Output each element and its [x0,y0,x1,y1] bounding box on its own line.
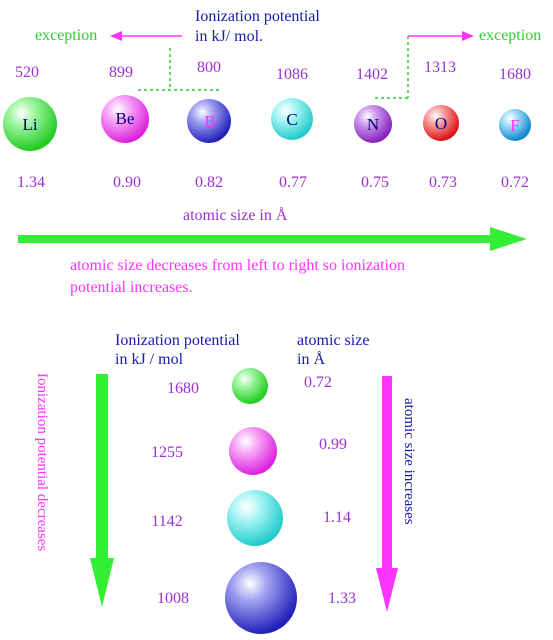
bottom-ie-heading-line1: Ionization potential [115,332,240,349]
top-caption-line2: potential increases. [70,279,193,296]
exception-right-arrowhead [462,31,474,41]
ie-decrease-arrowhead [90,558,114,607]
radius-f: 0.72 [501,174,529,191]
row-4-sphere [225,562,297,634]
bottom-size-heading-line2: in Å [297,350,325,368]
radius-be: 0.90 [113,174,141,191]
atom-n-sphere [354,105,392,143]
bottom-ie-heading-line2: in kJ / mol [115,351,184,368]
atom-f-symbol: F [510,116,519,135]
row-2-sphere [229,427,277,475]
atomic-size-label: atomic size in Å [183,206,288,224]
atom-o-sphere [423,105,459,141]
exception-right-label: exception [479,27,541,44]
atom-be-sphere [101,95,149,143]
row-3-sphere [227,490,283,546]
radius-c: 0.77 [279,174,307,191]
ie-decrease-arrow-shaft [96,374,108,562]
row-2-size: 0.99 [319,436,347,453]
radius-li: 1.34 [17,174,45,191]
ie-be: 899 [109,64,133,81]
ie-li: 520 [15,64,39,81]
atom-c-sphere [271,98,313,140]
row-2-ie: 1255 [151,444,183,461]
row-4-size: 1.33 [328,590,356,607]
exception-left-arrowhead [110,31,122,41]
atomic-size-arrow [18,227,527,251]
ie-b: 800 [197,59,221,76]
atom-li-sphere [3,97,57,151]
atom-f-sphere [499,109,531,141]
atom-b-symbol: B [204,112,215,131]
ie-heading-line1: Ionization potential [195,8,320,25]
atom-n-symbol: N [367,115,379,134]
radius-n: 0.75 [361,174,389,191]
row-3-ie: 1142 [151,513,182,530]
size-increase-arrow-shaft [382,376,392,572]
atom-c-symbol: C [286,110,297,129]
exception-left-label: exception [35,27,97,44]
size-increase-arrowhead [376,568,398,612]
ie-heading-line2: in kJ/ mol. [195,28,263,45]
ie-n: 1402 [356,66,388,83]
row-4-ie: 1008 [157,590,189,607]
atom-be-symbol: Be [116,109,135,128]
row-3-size: 1.14 [323,509,351,526]
radius-o: 0.73 [429,174,457,191]
row-1-size: 0.72 [304,374,332,391]
top-caption-line1: atomic size decreases from left to right… [70,257,405,274]
atom-o-symbol: O [435,114,447,133]
ie-c: 1086 [276,66,308,83]
atom-b-sphere [187,99,231,143]
row-1-sphere [232,368,268,404]
row-1-ie: 1680 [167,380,199,397]
ie-decrease-label: Ionization potential decreases [34,373,50,551]
ie-o: 1313 [424,59,456,76]
radius-b: 0.82 [195,174,223,191]
bottom-size-heading-line1: atomic size [297,332,369,349]
size-increase-label: atomic size increases [401,398,417,525]
atom-li-symbol: Li [22,115,37,134]
ie-f: 1680 [499,66,531,83]
